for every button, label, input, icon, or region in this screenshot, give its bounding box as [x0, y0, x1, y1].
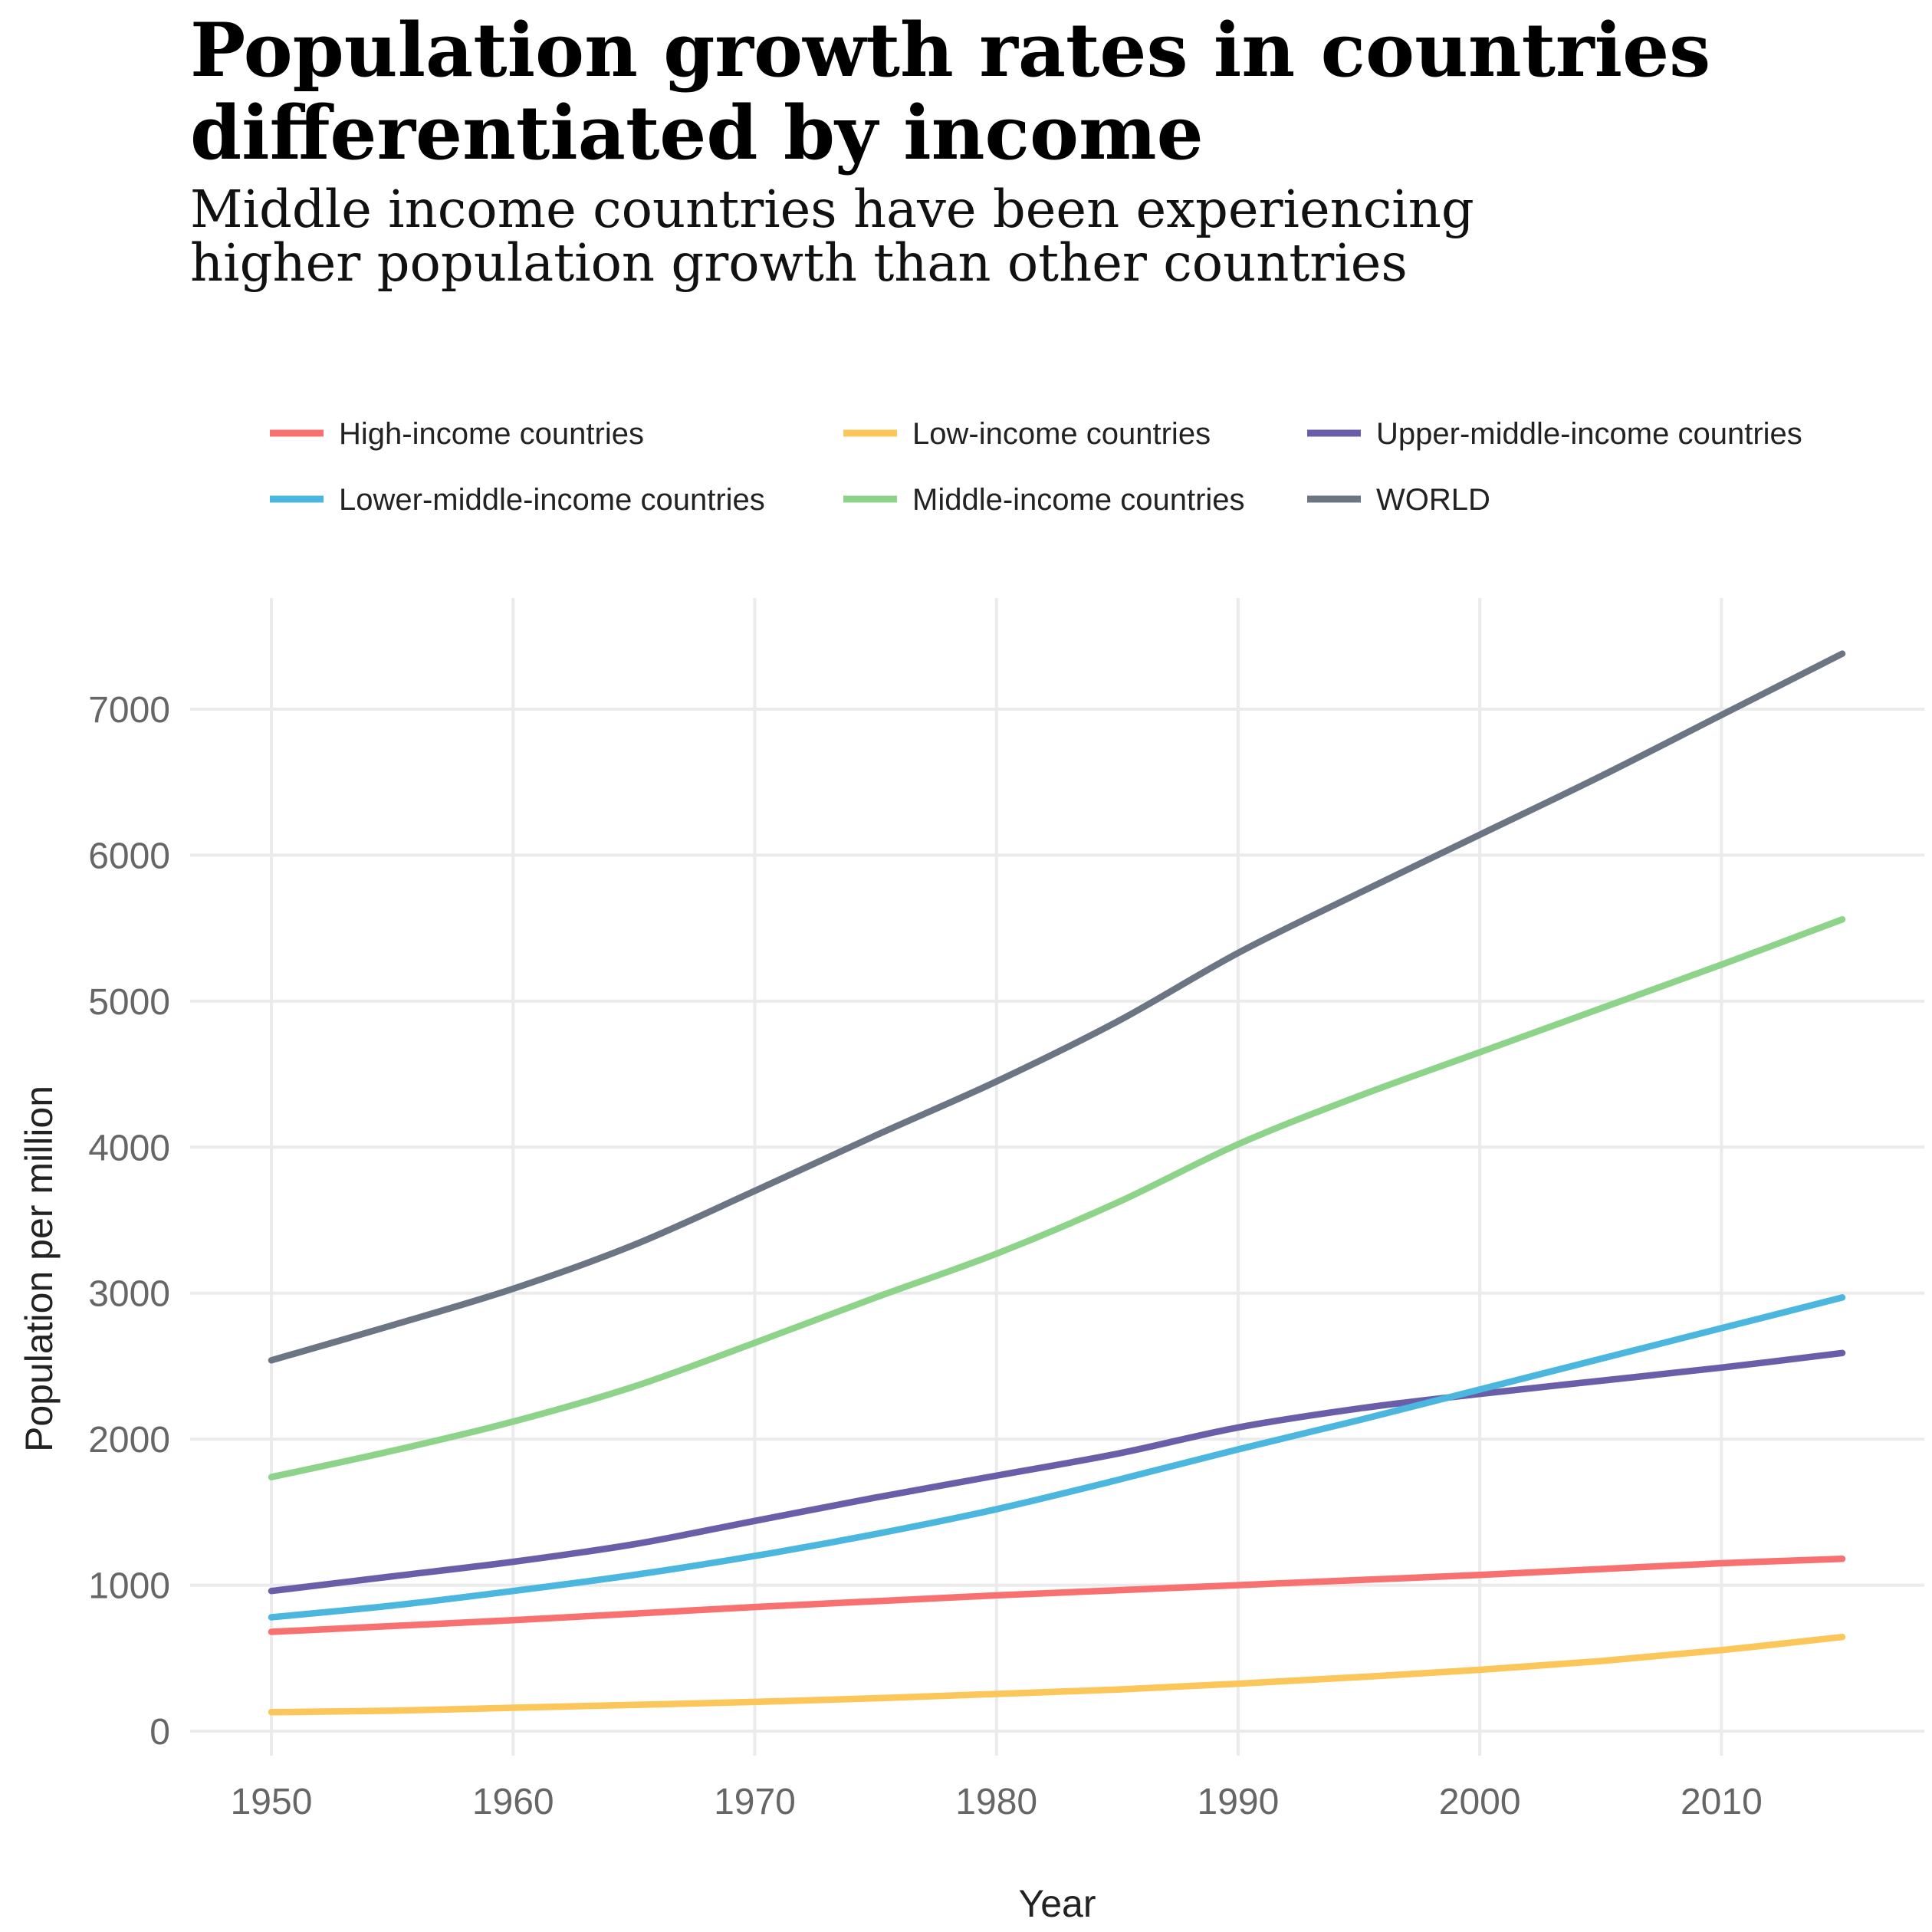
series-line-upper-middle-income-countries: [268, 1349, 1846, 1595]
y-tick-label: 1000: [88, 1566, 170, 1607]
series-line-middle-income-countries: [268, 915, 1846, 1480]
y-tick-label: 4000: [88, 1128, 170, 1168]
x-tick-label: 1990: [1198, 1782, 1280, 1822]
x-axis-ticks: 1950 1960 1970 1980 1990 2000 2010: [231, 1782, 1763, 1822]
chart-title-line-2: differentiated by income: [190, 90, 1204, 176]
legend: High-income countries Low-income countrie…: [270, 417, 1802, 517]
y-tick-label: 2000: [88, 1420, 170, 1460]
grid: [190, 598, 1924, 1756]
legend-label-world: WORLD: [1376, 483, 1490, 517]
chart-subtitle-line-2: higher population growth than other coun…: [190, 233, 1408, 293]
chart-title: Population growth rates in countries dif…: [190, 9, 1877, 175]
x-tick-label: 1980: [955, 1782, 1037, 1822]
x-tick-label: 1970: [714, 1782, 796, 1822]
legend-label-lower-middle-income-countries: Lower-middle-income countries: [339, 483, 765, 517]
series-line-low-income-countries: [268, 1633, 1846, 1716]
x-axis-title: Year: [1018, 1882, 1096, 1925]
y-tick-label: 7000: [88, 690, 170, 731]
x-tick-label: 1950: [231, 1782, 313, 1822]
chart-subtitle: Middle income countries have been experi…: [190, 182, 1877, 290]
series-line-high-income-countries: [268, 1556, 1846, 1635]
series-line-world: [268, 650, 1846, 1364]
y-tick-label: 3000: [88, 1274, 170, 1315]
y-axis-ticks: 0 1000 2000 3000 4000 5000 6000 7000: [88, 690, 170, 1753]
y-tick-label: 6000: [88, 836, 170, 876]
x-tick-label: 2010: [1681, 1782, 1763, 1822]
legend-label-high-income-countries: High-income countries: [339, 417, 644, 451]
y-axis-title: Population per million: [18, 1086, 61, 1452]
chart-title-line-1: Population growth rates in countries: [190, 7, 1711, 94]
x-tick-label: 2000: [1439, 1782, 1521, 1822]
legend-label-middle-income-countries: Middle-income countries: [912, 483, 1245, 517]
series-line-lower-middle-income-countries: [268, 1294, 1846, 1621]
series-lines: [268, 650, 1846, 1716]
legend-label-upper-middle-income-countries: Upper-middle-income countries: [1376, 417, 1802, 451]
x-tick-label: 1960: [472, 1782, 554, 1822]
chart-subtitle-line-1: Middle income countries have been experi…: [190, 179, 1474, 239]
y-tick-label: 5000: [88, 982, 170, 1023]
y-tick-label: 0: [150, 1712, 170, 1753]
legend-label-low-income-countries: Low-income countries: [912, 417, 1211, 451]
